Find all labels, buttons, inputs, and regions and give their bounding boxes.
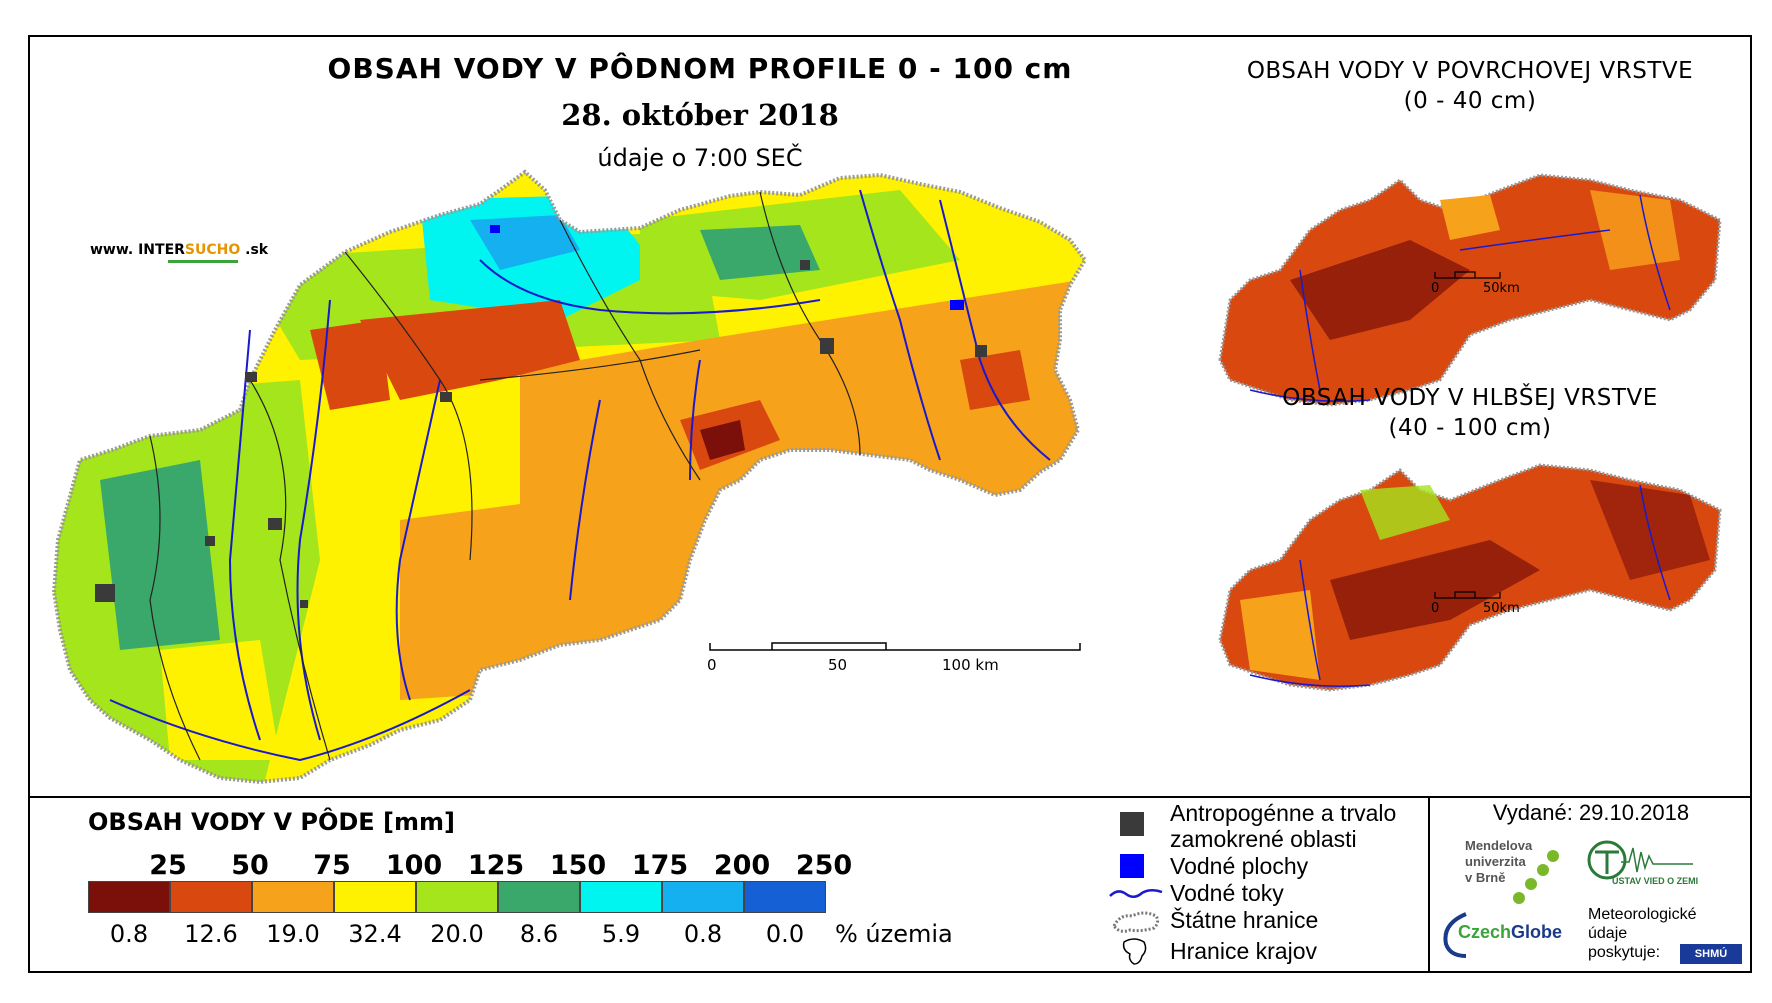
main-map-rivers — [109, 189, 1051, 762]
shmu-logo: SHMÚ — [1680, 944, 1742, 964]
inset-bottom-scale-50: 50km — [1483, 601, 1520, 616]
legend-threshold-150: 150 — [549, 850, 607, 881]
main-map-title: OBSAH VODY V PÔDNOM PROFILE 0 - 100 cm — [327, 52, 1073, 85]
inset-top-scale-0: 0 — [1431, 281, 1440, 296]
region-border-icon — [1122, 938, 1147, 965]
legend-threshold-125: 125 — [467, 850, 525, 881]
legend-swatch-7 — [662, 881, 744, 913]
main-scale-label-0: 0 — [707, 656, 717, 674]
inset-top-scale-50: 50km — [1483, 281, 1520, 296]
legend-divider — [28, 796, 1752, 798]
website-prefix: www. INTER — [90, 242, 185, 258]
legend-percent-7: 0.8 — [683, 920, 723, 948]
inset-top-title-line1: OBSAH VODY V POVRCHOVEJ VRSTVE — [1246, 58, 1694, 84]
main-map-scale-bar — [709, 642, 1081, 651]
legend-threshold-50: 50 — [231, 850, 269, 881]
main-map-time: údaje o 7:00 SEČ — [597, 144, 803, 172]
main-map-water-bodies — [490, 225, 964, 310]
legend-swatch-4 — [416, 881, 498, 913]
urban-area-swatch — [1120, 812, 1144, 836]
legend-percent-3: 32.4 — [348, 920, 402, 948]
legend-threshold-75: 75 — [313, 850, 351, 881]
legend-swatch-0 — [88, 881, 170, 913]
inset-bottom-title-line1: OBSAH VODY V HLBŠEJ VRSTVE — [1282, 385, 1658, 411]
legend-threshold-250: 250 — [795, 850, 853, 881]
legend-percent-1: 12.6 — [184, 920, 238, 948]
legend-percent-5: 8.6 — [519, 920, 559, 948]
mendel-logo-text: Mendelova univerzita v Brně — [1465, 838, 1532, 886]
legend-threshold-25: 25 — [149, 850, 187, 881]
website-brand: SUCHO — [184, 242, 241, 258]
mendel-line1: Mendelova — [1465, 838, 1533, 853]
key-region-border: Hranice krajov — [1170, 938, 1317, 964]
legend-threshold-200: 200 — [713, 850, 771, 881]
legend-percent-4: 20.0 — [430, 920, 484, 948]
key-water-bodies: Vodné plochy — [1170, 853, 1309, 879]
legend-percent-8: 0.0 — [765, 920, 805, 948]
main-map-state-border — [51, 169, 1088, 785]
ustav-vied-o-zemi-logo — [1587, 840, 1693, 880]
main-scale-label-50: 50 — [828, 656, 848, 674]
meteo-provider-text: Meteorologické údaje poskytuje: — [1588, 905, 1697, 962]
legend-percent-6: 5.9 — [601, 920, 641, 948]
river-line-icon — [1109, 889, 1163, 898]
legend-threshold-100: 100 — [385, 850, 443, 881]
mendel-line2: univerzita — [1465, 854, 1526, 869]
website-underline — [168, 260, 238, 263]
legend-swatch-2 — [252, 881, 334, 913]
legend-percent-unit: % územia — [835, 920, 953, 948]
main-soil-water-map — [51, 169, 1088, 785]
key-urban-line1: Antropogénne a trvalo — [1170, 800, 1397, 826]
footer-divider — [1428, 797, 1430, 973]
water-body-swatch — [1120, 854, 1144, 878]
inset-bottom-scale-0: 0 — [1431, 601, 1440, 616]
mendel-line3: v Brně — [1465, 870, 1506, 885]
meteo-line1: Meteorologické — [1588, 906, 1697, 923]
ustav-text: ÚSTAV VIED O ZEMI — [1612, 876, 1699, 886]
main-map-colored-area — [54, 172, 1085, 782]
mendel-dots-logo — [1513, 850, 1559, 904]
czechglobe-logo-text: CzechGlobe — [1458, 922, 1562, 943]
legend-threshold-175: 175 — [631, 850, 689, 881]
legend-swatch-6 — [580, 881, 662, 913]
key-urban-line2: zamokrené oblasti — [1170, 826, 1357, 852]
legend-swatch-1 — [170, 881, 252, 913]
main-map-urban-areas — [95, 260, 987, 608]
legend-swatch-3 — [334, 881, 416, 913]
main-map-date: 28. október 2018 — [561, 98, 839, 132]
legend-percent-0: 0.8 — [109, 920, 149, 948]
inset-top-map — [1218, 173, 1722, 407]
legend-swatch-8 — [744, 881, 826, 913]
key-rivers: Vodné toky — [1170, 880, 1284, 906]
czechglobe-text-a: Czech — [1458, 922, 1512, 942]
inset-bottom-title-line2: (40 - 100 cm) — [1388, 415, 1552, 441]
inset-bottom-map — [1218, 463, 1722, 692]
key-state-border: Štátne hranice — [1170, 907, 1319, 933]
legend-percent-2: 19.0 — [266, 920, 320, 948]
website-label[interactable]: www. INTERSUCHO .sk — [90, 242, 268, 258]
main-scale-label-100: 100 km — [942, 656, 999, 674]
issued-date: Vydané: 29.10.2018 — [1492, 800, 1690, 825]
meteo-line2: údaje — [1588, 925, 1628, 942]
main-map-region-borders — [149, 191, 861, 761]
czechglobe-arc-icon — [1443, 912, 1467, 958]
meteo-line3: poskytuje: — [1588, 944, 1661, 961]
inset-top-title-line2: (0 - 40 cm) — [1403, 88, 1537, 114]
website-suffix: .sk — [240, 242, 269, 258]
legend-title: OBSAH VODY V PÔDE [mm] — [88, 808, 456, 836]
czechglobe-text-b: Globe — [1511, 922, 1563, 942]
legend-swatch-5 — [498, 881, 580, 913]
state-border-icon — [1112, 911, 1160, 933]
